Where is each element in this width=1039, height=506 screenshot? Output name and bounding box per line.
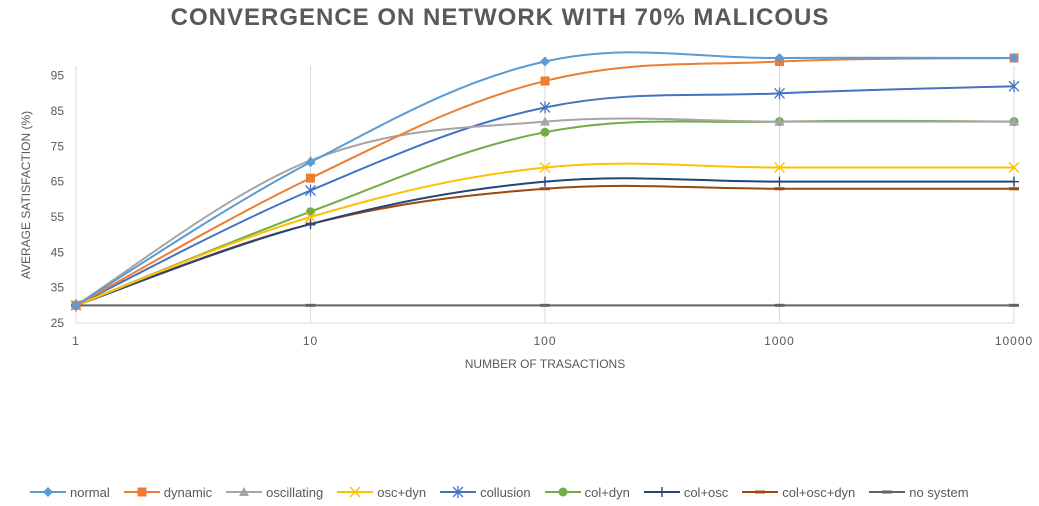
point-normal-100 [540, 56, 550, 67]
legend-item-normal: normal [30, 485, 110, 500]
x-tick-10000: 10000 [995, 334, 1033, 348]
y-tick-45: 45 [51, 245, 65, 259]
point-col-osc-10 [305, 219, 316, 230]
y-tick-65: 65 [51, 175, 65, 189]
legend-item-collusion: collusion [440, 485, 531, 500]
legend-label-col-dyn: col+dyn [584, 484, 630, 500]
legend-marker-normal [43, 487, 53, 497]
legend-swatch-no-system [869, 490, 906, 494]
legend-swatch-dynamic [123, 487, 160, 497]
x-tick-1000: 1000 [764, 334, 795, 348]
point-col-osc-dyn-100 [540, 187, 550, 191]
legend-swatch-col-osc [643, 487, 680, 497]
point-oscillating-100 [540, 116, 550, 126]
y-axis-label: AVERAGE SATISFACTION (%) [19, 111, 33, 279]
legend-item-osc-dyn: osc+dyn [337, 485, 426, 500]
legend-swatch-collusion [440, 486, 477, 498]
point-dynamic-100 [540, 76, 550, 86]
point-collusion-1000 [774, 87, 785, 100]
point-col-osc-dyn-1000 [774, 187, 785, 191]
point-collusion-10 [305, 184, 316, 197]
legend-marker-col-osc-dyn [755, 490, 766, 494]
y-tick-95: 95 [51, 69, 65, 83]
legend-marker-oscillating [239, 487, 250, 496]
series-normal [71, 51, 1019, 311]
legend-swatch-col-osc-dyn [742, 490, 779, 494]
legend-item-no-system: no system [869, 484, 969, 500]
legend-label-no-system: no system [909, 484, 969, 500]
point-no-system-1000 [774, 303, 785, 307]
point-no-system-10 [305, 303, 316, 307]
point-no-system-100 [540, 303, 550, 307]
legend-item-col-dyn: col+dyn [544, 484, 630, 500]
y-tick-25: 25 [51, 316, 65, 330]
legend-label-collusion: collusion [480, 484, 531, 500]
legend-item-oscillating: oscillating [226, 485, 323, 500]
point-col-dyn-100 [540, 127, 550, 137]
point-col-osc-10000 [1009, 176, 1019, 187]
legend-item-col-osc-dyn: col+osc+dyn [742, 485, 855, 500]
legend-label-oscillating: oscillating [266, 484, 324, 500]
point-normal-10000 [1009, 53, 1019, 63]
point-osc-dyn-10000 [1008, 162, 1020, 174]
point-oscillating-10000 [1009, 116, 1019, 126]
point-no-system-10000 [1009, 303, 1019, 307]
x-axis-label: NUMBER OF TRASACTIONS [465, 357, 625, 371]
point-osc-dyn-10 [305, 211, 316, 223]
legend-item-col-osc: col+osc [643, 484, 729, 500]
y-tick-85: 85 [51, 104, 65, 118]
x-tick-labels: 1 10 100 1000 10000 [72, 334, 1033, 348]
legend-swatch-oscillating [226, 487, 263, 496]
x-tick-1: 1 [72, 334, 80, 348]
legend-label-col-osc-dyn: col+osc+dyn [782, 484, 856, 500]
series-group [70, 51, 1020, 312]
point-osc-dyn-100 [539, 162, 551, 174]
legend-marker-osc-dyn [349, 486, 361, 498]
series-no-system [71, 303, 1019, 307]
legend-marker-col-osc [656, 487, 667, 497]
point-collusion-10000 [1008, 80, 1020, 93]
legend-label-normal: normal [70, 484, 110, 500]
legend-swatch-osc-dyn [337, 486, 374, 498]
legend-marker-collusion [452, 486, 464, 498]
point-col-osc-dyn-10000 [1009, 187, 1019, 191]
legend-marker-col-dyn [558, 487, 568, 497]
x-tick-100: 100 [533, 334, 556, 348]
point-col-dyn-10 [306, 207, 315, 217]
y-tick-55: 55 [51, 210, 65, 224]
y-tick-labels: 25 35 45 55 65 75 85 95 [51, 69, 65, 330]
point-oscillating-1000 [774, 116, 785, 126]
legend: normal dynamic oscillating osc+dyn collusion… [30, 482, 983, 502]
point-collusion-100 [539, 101, 551, 114]
y-tick-35: 35 [51, 281, 65, 295]
y-tick-75: 75 [51, 139, 65, 153]
legend-item-dynamic: dynamic [123, 484, 213, 500]
legend-swatch-col-dyn [544, 487, 581, 497]
legend-marker-no-system [882, 490, 893, 494]
chart-title: CONVERGENCE ON NETWORK WITH 70% MALICOUS [170, 4, 830, 31]
legend-label-osc-dyn: osc+dyn [377, 484, 427, 500]
legend-label-col-osc: col+osc [683, 484, 729, 500]
point-normal-1000 [774, 53, 785, 63]
point-normal-10 [305, 157, 316, 168]
point-osc-dyn-1000 [774, 162, 785, 174]
x-tick-10: 10 [303, 334, 318, 348]
legend-swatch-normal [30, 487, 66, 497]
point-col-osc-100 [540, 176, 550, 187]
point-col-osc-1000 [774, 176, 785, 187]
legend-label-dynamic: dynamic [163, 484, 213, 500]
point-dynamic-10 [306, 173, 315, 183]
legend-marker-dynamic [137, 487, 147, 497]
point-normal-1 [71, 300, 81, 311]
